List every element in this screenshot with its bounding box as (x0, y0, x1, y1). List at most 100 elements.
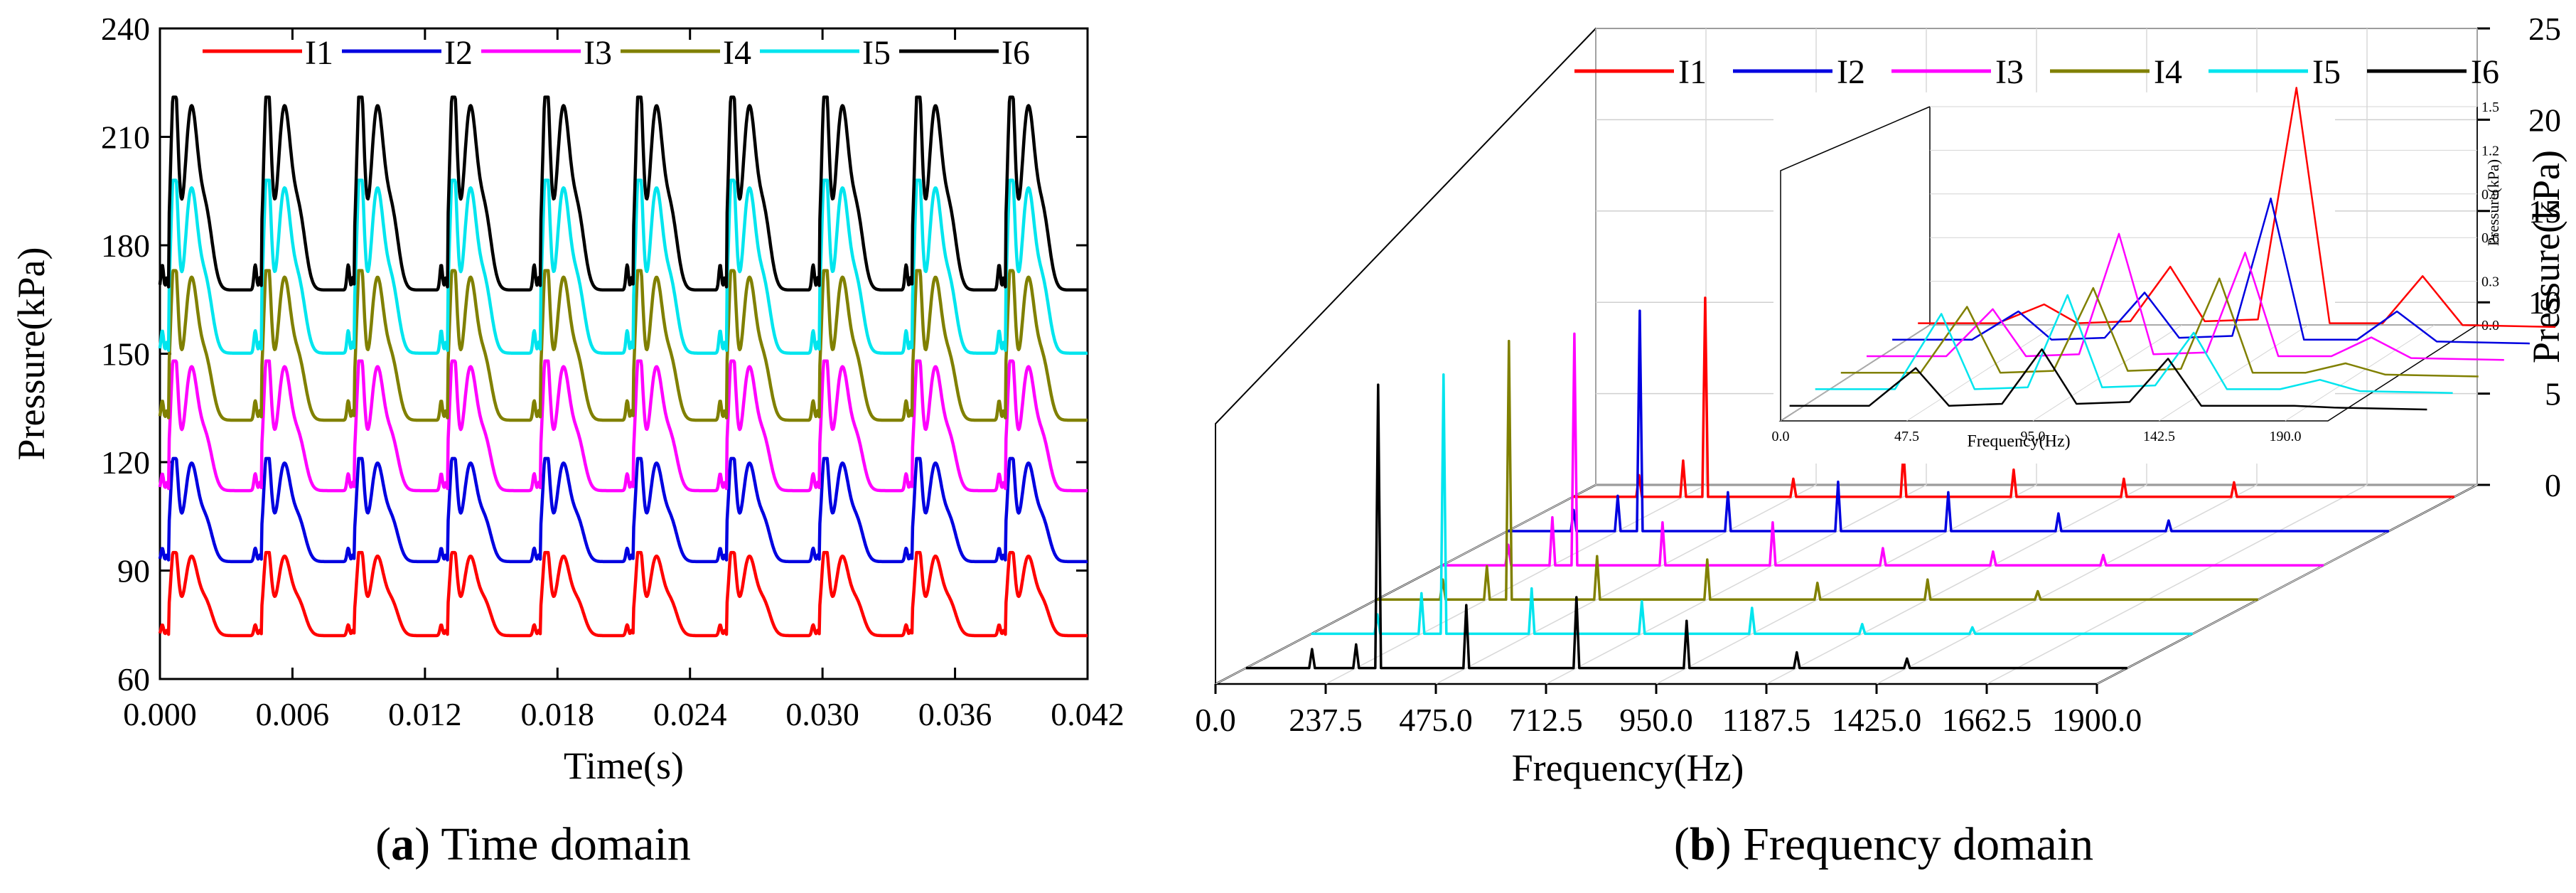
spectrum-line-I4 (1376, 339, 2258, 601)
series-line-I3 (158, 359, 1089, 493)
caption-a-letter: a (391, 818, 415, 870)
z-tick-label: 10 (2528, 284, 2561, 321)
y-tick-label: 90 (117, 553, 150, 589)
x-tick-label: 237.5 (1289, 702, 1363, 738)
inset-floor-gridline (2159, 324, 2309, 422)
inset-z-tick-label: 1.5 (2481, 100, 2499, 115)
z-tick-label: 25 (2528, 11, 2561, 47)
x-tick-label: 0.042 (1051, 696, 1125, 732)
caption-a-text: Time domain (430, 818, 691, 870)
legend-label-I5: I5 (2312, 53, 2341, 91)
caption-b-letter: b (1689, 818, 1716, 870)
y-tick-label: 150 (101, 336, 150, 373)
side-wall (1215, 28, 1596, 684)
spectrum-line-I3 (1442, 332, 2324, 567)
inset-x-tick-label: 0.0 (1772, 429, 1790, 444)
inset-z-axis-title: Pressure(kPa) (2484, 159, 2502, 246)
z-axis-title: Pressure(kPa) (2525, 150, 2567, 363)
y-tick-label: 60 (117, 661, 150, 697)
series-line-I1 (158, 550, 1089, 638)
legend-label-I2: I2 (444, 34, 473, 72)
spectrum-line-I2 (1507, 309, 2389, 533)
legend-label-I1: I1 (305, 34, 333, 72)
inset-floor-gridline (2285, 324, 2435, 422)
series-line-I2 (158, 456, 1089, 564)
x-axis-title: Time(s) (564, 744, 684, 787)
inset-spectrum-line-I2 (1892, 197, 2530, 345)
caption-a-close: ) (414, 818, 431, 870)
floor-gridline (1766, 484, 2147, 685)
inset-x-tick-label: 95.0 (2021, 429, 2046, 444)
z-tick-label: 5 (2545, 376, 2561, 412)
inset-x-tick-label: 190.0 (2270, 429, 2302, 444)
x-tick-label: 712.5 (1509, 702, 1583, 738)
legend-label-I6: I6 (2471, 53, 2499, 91)
legend-label-I4: I4 (723, 34, 751, 72)
inset-spectrum-line-I5 (1815, 294, 2453, 394)
series-line-I5 (158, 178, 1089, 355)
inset-z-tick-label: 0.9 (2481, 187, 2499, 203)
panel-b-frequency-domain-chart: 0 5 10 15 20 25 Pressure(kPa) 0.0 237.5 475.0 712.… (1195, 11, 2567, 789)
y-tick-label: 120 (101, 444, 150, 481)
series-line-I4 (158, 269, 1089, 422)
x-tick-label: 0.024 (653, 696, 727, 732)
spectrum-line-I1 (1572, 296, 2454, 498)
inset-spectrum-line-I4 (1840, 277, 2479, 378)
x-tick-label: 0.012 (388, 696, 462, 732)
legend-label-I5: I5 (862, 34, 891, 72)
legend-label-I6: I6 (1002, 34, 1030, 72)
inset-x-tick-label: 142.5 (2143, 429, 2175, 444)
floor-gridline (1435, 484, 1817, 685)
floor-gridline (1545, 484, 1927, 685)
x-axis-title: Frequency(Hz) (1512, 747, 1744, 789)
x-tick-label: 475.0 (1399, 702, 1473, 738)
floor-gridline (1876, 484, 2258, 685)
series-line-I6 (158, 95, 1089, 292)
x-tick-label: 1900.0 (2052, 702, 2142, 738)
legend-label-I3: I3 (584, 34, 612, 72)
panel-a-time-domain-chart: 0.000 0.006 0.012 0.018 0.024 0.030 0.036 0.042… (10, 11, 1125, 787)
floor-gridline (1986, 484, 2368, 685)
inset-background (1773, 92, 2335, 464)
x-tick-label: 0.000 (123, 696, 197, 732)
inset-floor-gridline (2032, 324, 2183, 422)
spectrum-line-I5 (1311, 373, 2193, 636)
inset-z-tick-label: 0.3 (2481, 274, 2499, 290)
x-tick-label: 1425.0 (1832, 702, 1922, 738)
inset-x-axis-title: Frequency(Hz) (1967, 432, 2070, 451)
x-tick-label: 0.036 (918, 696, 992, 732)
floor-gridline (2096, 484, 2478, 685)
x-tick-label: 0.030 (785, 696, 859, 732)
z-tick-label: 15 (2528, 193, 2561, 230)
x-tick-label: 1187.5 (1722, 702, 1811, 738)
floor-gridline (1655, 484, 2037, 685)
legend-label-I1: I1 (1678, 53, 1707, 91)
x-tick-label: 0.018 (521, 696, 595, 732)
y-axis-title: Pressure(kPa) (10, 247, 53, 461)
caption-a: (a) Time domain (178, 818, 889, 872)
caption-b-open: ( (1673, 818, 1690, 870)
legend-label-I4: I4 (2154, 53, 2182, 91)
caption-b-text: Frequency domain (1731, 818, 2094, 870)
inset-z-tick-label: 0.6 (2481, 230, 2499, 246)
z-tick-label: 20 (2528, 102, 2561, 138)
inset-walls (1780, 106, 2478, 421)
floor-gridline (1215, 484, 1596, 685)
spectrum-line-I6 (1245, 383, 2127, 670)
caption-b: (b) Frequency domain (1457, 818, 2310, 872)
caption-b-close: ) (1715, 818, 1732, 870)
legend-label-I3: I3 (1995, 53, 2024, 91)
inset-spectrum-line-I3 (1867, 232, 2504, 361)
inset-x-tick-label: 47.5 (1894, 429, 1919, 444)
z-tick-label: 0 (2545, 467, 2561, 503)
x-tick-label: 0.006 (256, 696, 330, 732)
y-tick-label: 240 (101, 11, 150, 47)
y-tick-label: 210 (101, 119, 150, 156)
y-tick-label: 180 (101, 228, 150, 264)
inset-spectrum-line-I1 (1918, 87, 2556, 328)
x-tick-label: 1662.5 (1942, 702, 2032, 738)
inset-floor-gridline (1906, 324, 2056, 422)
floor-gridline (1325, 484, 1707, 685)
caption-a-open: ( (375, 818, 392, 870)
